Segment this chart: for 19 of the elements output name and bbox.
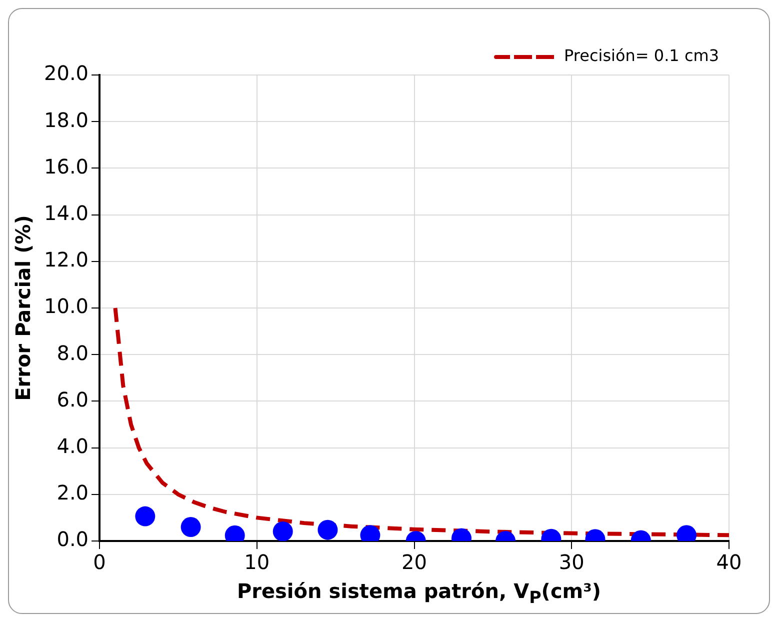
- x-tick-label: 30: [558, 550, 584, 574]
- y-tick-label: 4.0: [56, 434, 89, 458]
- y-tick-label: 0.0: [56, 527, 89, 552]
- legend-label: Precisión= 0.1 cm3: [564, 46, 720, 66]
- y-tick-label: 10.0: [44, 294, 89, 318]
- x-tick-label: 0: [93, 550, 106, 574]
- y-tick-label: 8.0: [56, 340, 89, 365]
- y-tick-label: 2.0: [56, 480, 89, 505]
- x-tick-label: 20: [402, 550, 427, 574]
- y-axis-title: Error Parcial (%): [11, 215, 36, 401]
- y-tick-label: 12.0: [44, 248, 89, 272]
- y-tick-label: 6.0: [56, 387, 89, 412]
- y-tick-label: 16.0: [44, 154, 89, 178]
- y-tick-label: 20.0: [44, 61, 89, 86]
- x-tick-label: 40: [716, 550, 742, 574]
- y-tick-label: 18.0: [44, 108, 89, 132]
- x-axis-title: Presión sistema patrón, V$_{P}$(cm³): [236, 579, 602, 609]
- y-tick-label: 14.0: [44, 201, 89, 226]
- x-tick-label: 10: [244, 550, 270, 574]
